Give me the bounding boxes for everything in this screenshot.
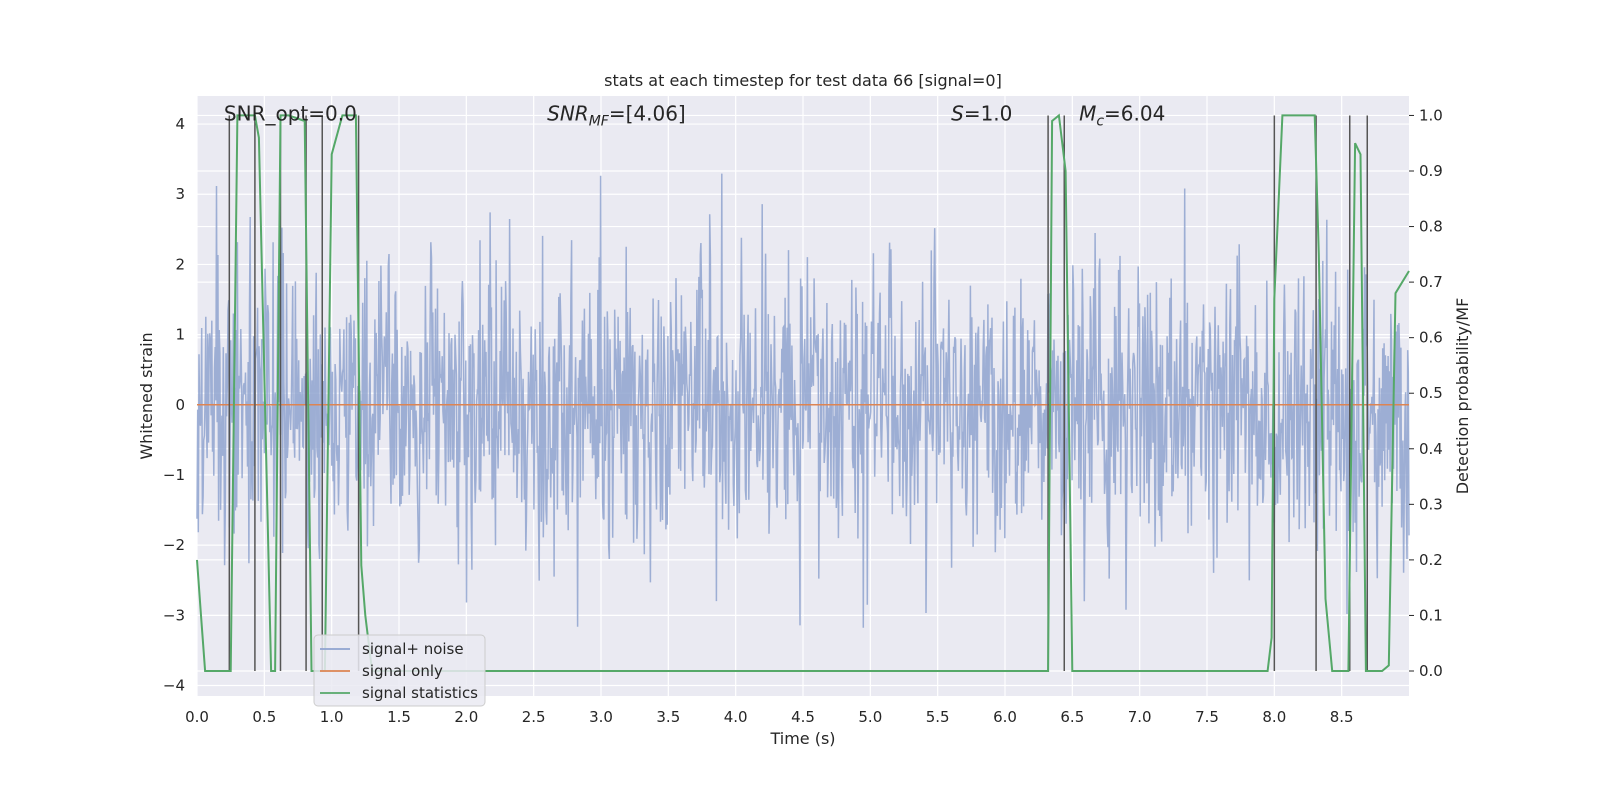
- annotation-1: SNRMF=[4.06]: [547, 102, 686, 130]
- y-tick-label-5: −1: [163, 466, 185, 484]
- x-tick-label-7: 3.5: [656, 708, 680, 726]
- y-tick-label-7: −3: [163, 606, 185, 624]
- x-tick-label-11: 5.5: [926, 708, 950, 726]
- y2-tick-label-10: 0.0: [1419, 662, 1443, 680]
- x-tick-label-16: 8.0: [1262, 708, 1286, 726]
- y-tick-label-8: −4: [163, 676, 185, 694]
- annotations: SNR_opt=0.0 SNRMF=[4.06] S=1.0 Mc=6.04: [224, 102, 1165, 130]
- x-tick-label-0: 0.0: [185, 708, 209, 726]
- x-tick-label-2: 1.0: [320, 708, 344, 726]
- x-tick-label-9: 4.5: [791, 708, 815, 726]
- x-tick-label-14: 7.0: [1128, 708, 1152, 726]
- x-axis-ticks: 0.0 0.5 1.0 1.5 2.0 2.5 3.0 3.5 4.0 4.5 5.0 5.5 6.0 6…: [185, 708, 1354, 726]
- x-tick-label-17: 8.5: [1330, 708, 1354, 726]
- signal-statistics-series: [196, 113, 1410, 672]
- legend-label-2: signal statistics: [362, 684, 478, 702]
- x-tick-label-3: 1.5: [387, 708, 411, 726]
- y2-tick-label-8: 0.2: [1419, 551, 1443, 569]
- signal-noise-series: [196, 173, 1410, 628]
- chart-title: stats at each timestep for test data 66 …: [604, 71, 1002, 90]
- x-tick-label-6: 3.0: [589, 708, 613, 726]
- y2-tick-label-4: 0.6: [1419, 329, 1443, 347]
- y2-tick-label-0: 1.0: [1419, 106, 1443, 124]
- x-tick-label-12: 6.0: [993, 708, 1017, 726]
- legend: signal+ noise signal only signal statistic…: [313, 634, 486, 707]
- y-tick-label-0: 4: [175, 115, 185, 133]
- x-tick-label-8: 4.0: [724, 708, 748, 726]
- x-tick-label-4: 2.0: [454, 708, 478, 726]
- x-tick-label-15: 7.5: [1195, 708, 1219, 726]
- annotation-3: Mc=6.04: [1079, 102, 1165, 130]
- y2-tick-label-1: 0.9: [1419, 162, 1443, 180]
- x-tick-label-5: 2.5: [522, 708, 546, 726]
- y2-tick-label-5: 0.5: [1419, 384, 1443, 402]
- annotation-0: SNR_opt=0.0: [224, 102, 357, 126]
- y-tick-label-3: 1: [175, 326, 185, 344]
- signal-statistics-line: [196, 113, 1410, 672]
- y-tick-label-6: −2: [163, 536, 185, 554]
- y-axis-ticks: 4 3 2 1 0 −1 −2 −3 −4: [163, 115, 185, 694]
- x-tick-label-10: 5.0: [858, 708, 882, 726]
- y2-axis-title: Detection probability/MF: [1453, 298, 1472, 495]
- signal-noise-line: [196, 173, 1410, 628]
- legend-label-0: signal+ noise: [362, 640, 464, 658]
- legend-box: [313, 634, 486, 707]
- annotation-2: S=1.0: [951, 102, 1012, 126]
- y2-tick-label-7: 0.3: [1419, 495, 1443, 513]
- y-tick-label-4: 0: [175, 396, 185, 414]
- y2-tick-label-6: 0.4: [1419, 440, 1443, 458]
- y-axis-title: Whitened strain: [137, 332, 156, 459]
- y2-tick-label-2: 0.8: [1419, 218, 1443, 236]
- y2-tick-label-3: 0.7: [1419, 273, 1443, 291]
- y2-tick-label-9: 0.1: [1419, 606, 1443, 624]
- y-tick-label-2: 2: [175, 255, 185, 273]
- x-tick-label-13: 6.5: [1060, 708, 1084, 726]
- y2-axis-ticks: 1.0 0.9 0.8 0.7 0.6 0.5 0.4 0.3 0.2 0.1 0.0: [1409, 106, 1443, 680]
- y-tick-label-1: 3: [175, 185, 185, 203]
- x-axis-title: Time (s): [769, 729, 835, 748]
- x-tick-label-1: 0.5: [252, 708, 276, 726]
- legend-label-1: signal only: [362, 662, 443, 680]
